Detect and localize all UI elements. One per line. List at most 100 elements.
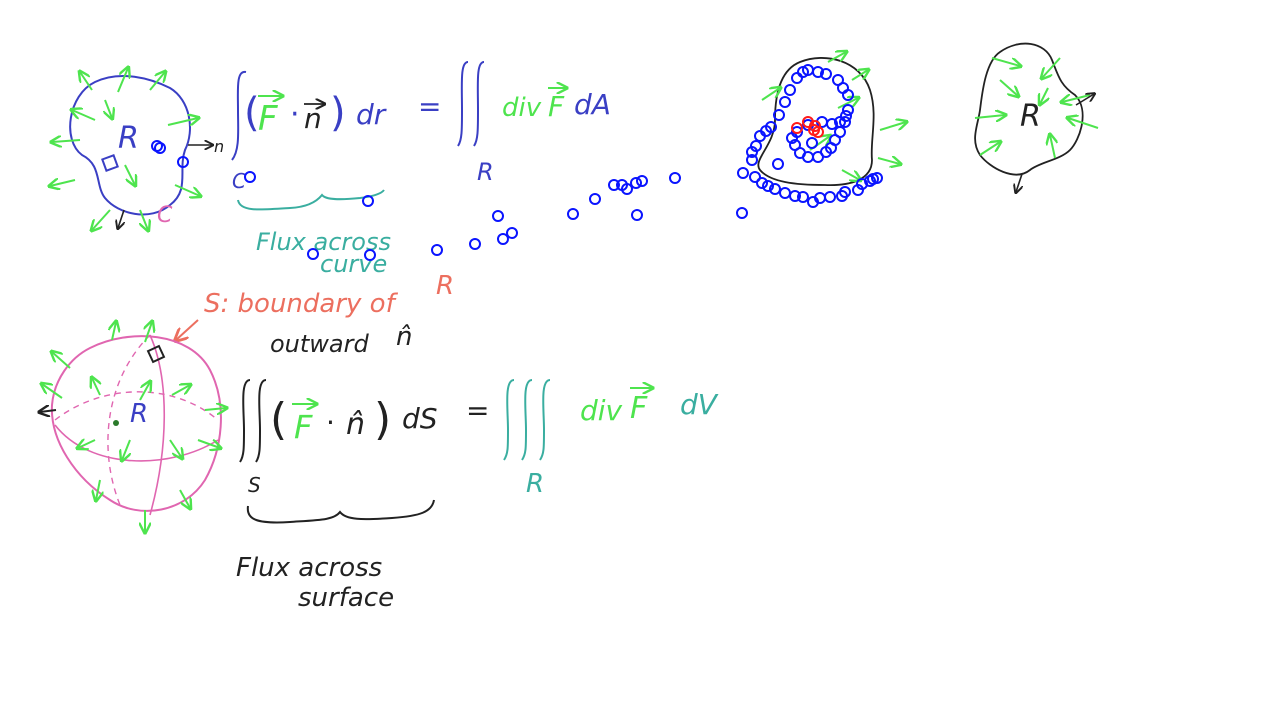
circle-marker [806,137,818,149]
circle-marker [842,89,854,101]
integral-sub-R: R [477,158,494,186]
circle-marker [871,172,883,184]
circle-marker [506,227,518,239]
bottom-close-paren: ) [374,394,391,445]
circle-marker [791,122,803,134]
outward-text: outward [270,330,370,358]
circle-marker [567,208,579,220]
outward-n-hat: n̂ [396,322,412,352]
circle-marker [837,82,849,94]
double-integral-sign [457,61,485,147]
boundary-note-region: R [436,271,454,301]
circle-marker [820,68,832,80]
circle-marker [839,116,851,128]
circle-marker [746,154,758,166]
surface-outline [50,335,222,512]
vector-field-arrows [50,68,200,230]
integral-sub-C: C [232,169,246,193]
surface-integral-sub-S: S [248,473,261,497]
circle-marker [177,156,189,168]
integral-sign-line [231,70,247,161]
circle-marker [839,186,851,198]
circle-marker [589,193,601,205]
circle-marker [497,233,509,245]
blob-outward-arrow-right [1075,94,1094,106]
boundary-note: S: boundary of R outward n̂ [176,271,454,358]
rhs-dA: dA [574,88,611,121]
circle-marker [154,142,166,154]
circle-marker [364,249,376,261]
circle-marker [765,121,777,133]
surface-meridian [149,334,166,516]
region-label-R: R [118,121,139,156]
triple-integral-sign [503,379,551,461]
bottom-rhs-dV: dV [680,388,719,421]
lhs-vector-n: n [304,102,322,135]
circle-marker [750,140,762,152]
surface-field-arrows [42,322,226,532]
lhs-vector-F: F [258,99,278,139]
boundary-note-text: S: boundary of [204,289,399,319]
surface-underbrace [246,499,435,524]
circle-marker [797,191,809,203]
circle-marker [362,195,374,207]
open-paren: ( [244,90,260,136]
rhs-div: div [502,93,542,123]
region-3d-label-R: R [130,399,148,429]
blob-outward-arrow-bottom [1016,173,1022,192]
curve-label-C: C [157,203,173,228]
circle-marker [737,167,749,179]
circle-marker [779,96,791,108]
spiral-outline [757,57,875,186]
circle-marker [492,210,504,222]
circle-marker [608,179,620,191]
circle-marker [669,172,681,184]
bottom-rhs-div: div [580,394,623,427]
surface-double-integral [239,379,267,463]
boundary-pointer-arrow [176,319,199,340]
circle-marker [824,191,836,203]
circle-marker [812,151,824,163]
circle-marker [244,171,256,183]
bottom-lhs-n-hat: n̂ [346,407,365,442]
circle-marker [784,84,796,96]
circle-marker [636,175,648,187]
circle-marker [736,207,748,219]
bottom-lhs-dS: dS [402,402,438,435]
annotation-markers [151,64,883,261]
circle-marker [762,180,774,192]
equals-sign: = [418,90,441,123]
region-boundary-curve [69,75,191,216]
circle-marker [808,124,820,136]
blob-boundary [974,42,1084,176]
circle-marker [431,244,443,256]
circle-marker [789,139,801,151]
bottom-lhs-F: F [294,408,313,446]
circle-marker [779,187,791,199]
circle-marker [469,238,481,250]
underbrace-curve [237,189,385,211]
circle-marker [789,190,801,202]
surface-meridian-hidden [107,334,151,506]
surface-area-element [146,344,166,364]
surface-normal-arrow [40,410,57,412]
circle-marker [307,248,319,260]
bottom-rhs-F: F [630,391,648,426]
center-point [113,420,119,426]
flux-across-surface-line1: Flux across [236,553,382,583]
circle-marker [756,177,768,189]
region-blob-sink: R [974,42,1099,192]
circle-marker [769,183,781,195]
circle-marker [842,104,854,116]
circle-marker [812,66,824,78]
circle-marker [773,109,785,121]
equation-2d: C ( F · n ) dr = R div F dA Flux across … [231,61,611,278]
region-2d-diagram: R C n [50,68,224,230]
surface-equator [54,424,219,462]
outward-arrow-bottom [118,209,124,228]
circle-marker [834,116,846,128]
bottom-open-paren: ( [270,394,287,445]
circle-marker [631,209,643,221]
circle-marker [749,171,761,183]
